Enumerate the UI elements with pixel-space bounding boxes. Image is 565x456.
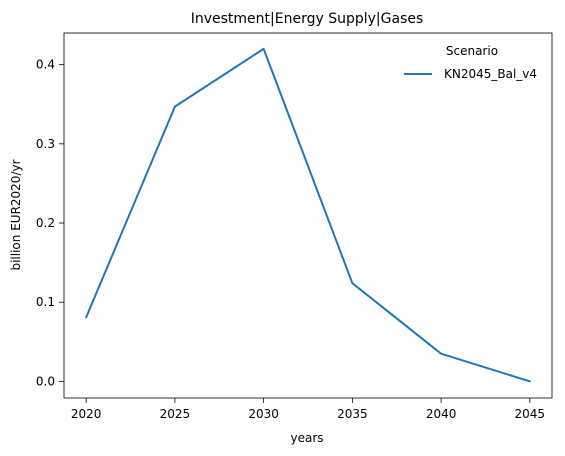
y-tick-label: 0.2	[36, 216, 55, 230]
data-point	[440, 352, 442, 354]
x-tick-label: 2025	[160, 407, 191, 421]
y-axis: 0.0 0.1 0.2 0.3 0.4	[36, 58, 64, 388]
y-tick-label: 0.1	[36, 295, 55, 309]
legend-title: Scenario	[446, 44, 498, 58]
x-tick-label: 2045	[515, 407, 546, 421]
y-tick-label: 0.3	[36, 137, 55, 151]
x-axis: 2020 2025 2030 2035 2040 2045	[71, 398, 545, 421]
data-point	[85, 316, 87, 318]
y-axis-label: billion EUR2020/yr	[9, 159, 23, 270]
series-line-kn2045-bal-v4	[85, 47, 531, 383]
x-tick-label: 2030	[248, 407, 279, 421]
y-tick-label: 0.0	[36, 374, 55, 388]
x-tick-label: 2035	[337, 407, 368, 421]
x-tick-label: 2020	[71, 407, 102, 421]
y-tick-label: 0.4	[36, 58, 55, 72]
chart-title: Investment|Energy Supply|Gases	[191, 11, 424, 27]
x-axis-label: years	[290, 431, 323, 445]
x-tick-label: 2040	[426, 407, 457, 421]
data-point	[351, 282, 353, 284]
plot-area	[63, 32, 553, 399]
legend: Scenario KN2045_Bal_v4	[404, 44, 537, 81]
series-layer	[85, 47, 531, 383]
data-point	[174, 105, 176, 107]
legend-label-kn2045-bal-v4: KN2045_Bal_v4	[444, 67, 537, 81]
data-point	[262, 48, 264, 50]
data-point	[529, 380, 531, 382]
